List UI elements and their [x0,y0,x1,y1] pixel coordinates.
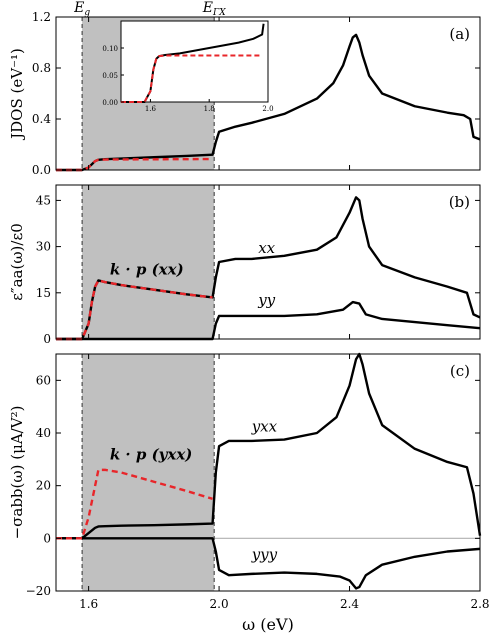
y-tick-label: 15 [36,286,51,300]
shaded-region [82,185,215,339]
y-tick-label: 20 [36,479,51,493]
inset-y-tick-label: 0.10 [102,45,118,53]
series-k---p--yxx--line [56,468,213,540]
panel-b: 0 15 30 45 (b) ε″aa(ω)/ε0 k · p (xx) xx yy [8,184,481,346]
inset-frame [120,20,269,103]
shaded-region [82,354,215,591]
marker-label: Eg [73,0,90,18]
annotation-label: k · p (yxx) [110,445,193,463]
marker-label-main: E [202,0,213,16]
inset-x-tick-label: 1.8 [204,105,215,113]
plot-frame [55,184,481,340]
marker-label-main: E [73,0,84,16]
series-yy-line [56,300,481,341]
annotation-label: xx [258,239,275,257]
x-tick-label: 2.8 [470,597,489,611]
panel-label: (a) [449,25,470,43]
y-tick-label: 30 [36,240,51,254]
x-tick-label: 2.4 [340,597,359,611]
y-tick-label: 1.2 [32,10,51,24]
y-axis-label: −σabb(ω) (μA/V²) [8,406,26,540]
series-k---p--xx--line [56,279,213,341]
panel-label: (c) [450,362,470,380]
panel-a: 0.0 0.4 0.8 1.2 (a) JDOS (eV⁻¹) 0.00 0.05 0.10 1.… [8,10,481,177]
inset-x-tick-label: 1.6 [145,105,157,113]
inset-x-tick-label: 2.0 [262,105,273,113]
annotation-label: yy [257,291,275,309]
y-tick-label: 45 [36,193,51,207]
y-tick-label: 0 [43,332,51,346]
inset-y-tick-label: 0.05 [102,72,118,80]
plot-frame [55,16,481,171]
plot-frame [55,353,481,592]
y-axis-label: ε″aa(ω)/ε0 [8,223,26,301]
series-yxx-line [56,352,482,540]
annotation-label: yyy [251,545,278,563]
y-tick-label: 0.0 [32,163,51,177]
inset: 0.00 0.05 0.10 1.6 1.8 2.0 [102,20,274,113]
panel-label: (b) [449,193,470,211]
y-tick-label: −20 [26,584,51,598]
annotation-label: yxx [251,418,278,436]
y-tick-label: 0 [43,531,51,545]
y-tick-label: 40 [36,426,51,440]
annotation-label: k · p (xx) [110,260,184,278]
y-axis-label: JDOS (eV⁻¹) [8,48,26,141]
x-axis-label: ω (eV) [242,615,294,634]
marker-label: EΓX [202,0,226,18]
y-tick-label: 0.8 [32,61,51,75]
inset-kp-line [121,54,263,103]
x-tick-label: 1.6 [79,597,98,611]
y-tick-label: 0.4 [32,112,51,126]
inset-y-tick-label: 0.00 [102,99,118,107]
y-tick-label: 60 [36,373,51,387]
series-yyy-line [56,537,481,590]
marker-label-sub: g [84,8,90,18]
marker-label-sub: ΓX [212,8,226,18]
x-tick-label: 2.0 [210,597,229,611]
panel-c: −20 0 20 40 60 (c) −σabb(ω) (μA/V²) k · p (yxx)… [8,352,482,598]
